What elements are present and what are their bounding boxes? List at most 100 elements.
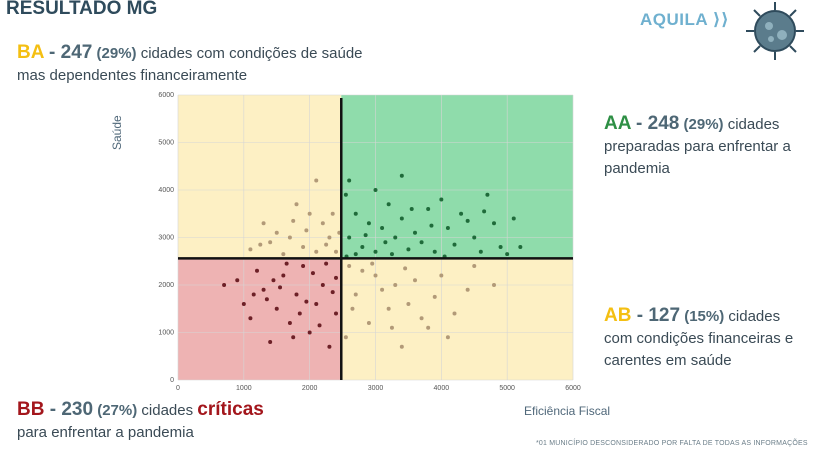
point-bb [268, 340, 273, 344]
scatter-chart: 0 1000 2000 3000 4000 5000 6000 0 1000 2000 3000 40… [158, 92, 581, 392]
point-aa [393, 235, 398, 240]
x-tick-label: 1000 [236, 385, 252, 392]
point-aa [505, 252, 510, 257]
point-aa [439, 197, 444, 202]
point-aa [380, 226, 385, 230]
x-axis-title: Eficiência Fiscal [524, 404, 611, 418]
point-aa [406, 247, 411, 252]
point-bb [327, 344, 332, 349]
point-bb [255, 268, 259, 273]
point-bb [281, 273, 286, 278]
point-ba [274, 230, 279, 235]
x-tick-label: 0 [176, 385, 180, 392]
point-aa [482, 209, 487, 214]
point-ab [432, 294, 437, 299]
point-ba [314, 249, 319, 254]
quadrant-ab-desc: cidades com condições financeiras e care… [604, 308, 794, 369]
quadrant-bb-critical: críticas [197, 399, 264, 420]
point-ab [472, 264, 477, 268]
point-ab [452, 311, 457, 316]
point-aa [459, 211, 464, 216]
point-ab [380, 287, 385, 292]
point-bb [334, 275, 338, 280]
point-aa [360, 245, 365, 249]
point-bb [294, 292, 299, 297]
quadrant-ab-bg [341, 258, 573, 380]
y-tick-label: 0 [170, 377, 174, 384]
point-aa [498, 245, 503, 249]
point-ba [320, 221, 325, 226]
point-ab [406, 302, 411, 306]
point-aa [452, 242, 457, 247]
point-aa [399, 216, 404, 221]
point-bb [301, 264, 306, 268]
chevrons-icon: ⟩⟩ [712, 10, 730, 29]
aquila-logo: AQUILA ⟩⟩ [640, 10, 729, 30]
point-ba [301, 245, 306, 249]
footnote: *01 MUNICÍPIO DESCONSIDERADO POR FALTA D… [536, 440, 808, 447]
quadrant-aa-bg [341, 95, 573, 259]
y-tick-label: 6000 [158, 92, 174, 99]
point-aa [343, 192, 348, 197]
point-aa [389, 252, 394, 257]
point-ba [258, 242, 263, 247]
quadrant-bb-text: BB - 230 (27%) cidades críticas para enf… [17, 399, 417, 444]
quadrant-ba-count: 247 [60, 42, 93, 63]
point-bb [241, 302, 246, 306]
quadrant-ba-sep: - [43, 42, 61, 63]
point-aa [472, 235, 477, 240]
quadrant-ba-pct: (29%) [96, 45, 137, 62]
y-tick-label: 2000 [158, 282, 174, 289]
point-ab [403, 266, 408, 271]
quadrant-ab-code: AB [604, 305, 632, 326]
point-bb [271, 278, 276, 283]
point-ba [330, 211, 335, 216]
y-tick-label: 1000 [158, 330, 174, 337]
point-ab [393, 283, 398, 287]
point-bb [324, 261, 329, 266]
point-ab [492, 283, 496, 287]
point-bb [248, 316, 253, 321]
quadrant-ba-bg [178, 95, 342, 259]
point-aa [432, 249, 437, 254]
point-aa [399, 173, 404, 178]
quadrant-ba-text: BA - 247 (29%) cidades com condições de … [17, 42, 377, 87]
quadrant-aa-sep: - [630, 113, 648, 134]
quadrant-ab-pct: (15%) [684, 308, 725, 325]
point-bb [278, 285, 283, 290]
point-ab [389, 325, 394, 330]
point-ba [327, 235, 332, 240]
point-bb [317, 323, 322, 328]
point-ab [386, 306, 391, 311]
y-tick-label: 4000 [158, 187, 174, 194]
point-ab [413, 278, 417, 283]
point-ba [291, 218, 296, 223]
quadrant-bb-desc-pre: cidades [141, 402, 194, 419]
quadrant-ba-code: BA [17, 42, 44, 63]
point-aa [478, 249, 483, 254]
x-tick-label: 6000 [565, 385, 581, 392]
x-tick-label: 4000 [434, 385, 450, 392]
point-ab [370, 261, 375, 266]
point-aa [409, 207, 414, 211]
point-aa [353, 211, 358, 216]
point-ab [360, 268, 365, 273]
quadrant-ab-count: 127 [648, 305, 681, 326]
point-bb [307, 330, 312, 335]
y-axis-title: Saúde [110, 115, 124, 150]
y-tick-label: 3000 [158, 235, 174, 242]
x-tick-label: 3000 [368, 385, 384, 392]
point-ba [248, 247, 253, 252]
quadrant-bb-sep: - [44, 399, 62, 420]
quadrant-aa-text: AA - 248 (29%) cidades preparadas para e… [604, 113, 809, 180]
point-ab [445, 335, 450, 340]
point-ba [304, 228, 309, 233]
point-ab [465, 287, 470, 292]
point-aa [485, 192, 490, 197]
point-bb [274, 306, 279, 311]
point-bb [284, 261, 289, 266]
point-ab [373, 273, 378, 278]
point-bb [297, 311, 302, 316]
point-aa [426, 207, 431, 211]
point-aa [511, 216, 516, 221]
